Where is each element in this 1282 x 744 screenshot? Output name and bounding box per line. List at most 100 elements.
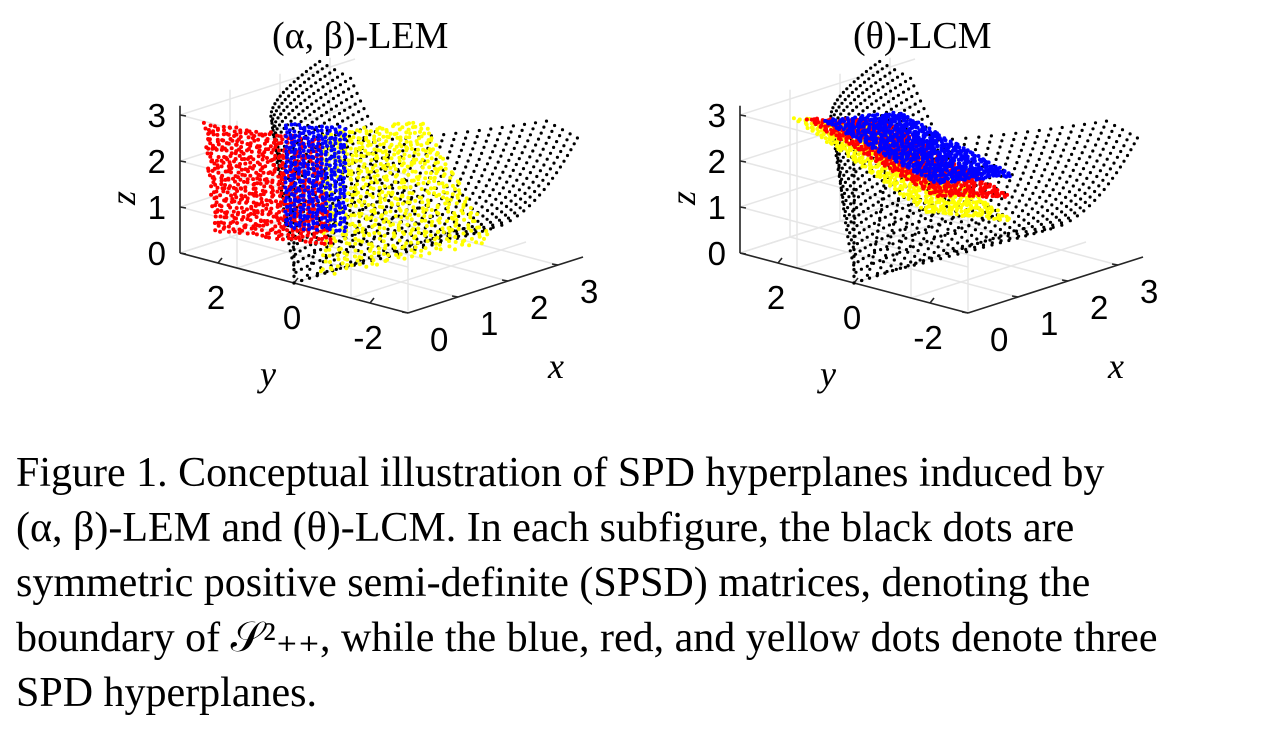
data-point [905, 221, 909, 225]
data-point [1003, 231, 1007, 235]
data-point [315, 117, 319, 121]
data-point [846, 206, 850, 210]
data-point [1074, 202, 1078, 206]
data-point [289, 122, 294, 127]
data-point [1042, 145, 1046, 149]
data-point [1064, 142, 1068, 146]
data-point [206, 166, 211, 171]
data-point [306, 149, 311, 153]
data-point [461, 193, 465, 197]
data-point [298, 193, 303, 198]
data-point [520, 151, 524, 155]
data-point [898, 266, 902, 270]
data-point [343, 127, 348, 132]
data-point [562, 144, 566, 148]
data-point [211, 132, 216, 137]
data-point [357, 219, 361, 223]
data-point [918, 242, 922, 246]
data-point [867, 253, 871, 258]
data-point [1064, 195, 1068, 199]
data-point [841, 143, 846, 148]
data-point [302, 222, 307, 227]
data-point [337, 205, 342, 210]
data-point [233, 157, 238, 161]
data-point [504, 195, 508, 199]
data-point [850, 191, 854, 195]
data-point [1007, 238, 1011, 243]
data-point [283, 123, 288, 128]
data-point [338, 142, 343, 147]
data-point [284, 189, 289, 194]
data-point [464, 165, 468, 169]
data-point [1031, 216, 1036, 220]
data-point [323, 248, 328, 253]
data-point [386, 135, 391, 140]
data-point [411, 205, 416, 210]
data-point [857, 231, 861, 235]
data-point [838, 137, 843, 142]
data-point [320, 195, 325, 200]
data-point [1088, 155, 1092, 159]
data-point [911, 211, 915, 215]
data-point [296, 175, 301, 180]
data-point [471, 147, 475, 151]
data-point [457, 188, 461, 193]
data-point [929, 122, 933, 126]
data-point [446, 205, 450, 210]
data-point [285, 87, 289, 91]
data-point [306, 222, 311, 227]
data-point [394, 131, 399, 136]
data-point [498, 132, 502, 136]
data-point [259, 228, 264, 233]
data-point [253, 190, 258, 195]
data-point [835, 140, 840, 145]
data-point [302, 188, 307, 193]
data-point [1082, 122, 1087, 126]
data-point [372, 134, 377, 139]
data-point [372, 251, 377, 256]
data-point [839, 188, 844, 192]
data-point [1107, 135, 1111, 139]
data-point [332, 151, 337, 156]
data-point [333, 127, 338, 132]
data-point [248, 160, 253, 165]
data-point [296, 76, 300, 80]
data-point [353, 102, 357, 106]
data-point [880, 237, 884, 241]
data-point [368, 192, 373, 197]
data-point [555, 140, 559, 144]
data-point [834, 154, 838, 158]
data-point [337, 200, 342, 205]
data-point [229, 170, 233, 175]
data-point [336, 155, 341, 160]
data-point [341, 180, 346, 184]
data-point [344, 241, 349, 246]
data-point [263, 164, 268, 169]
data-point [1017, 199, 1021, 203]
data-point [874, 99, 878, 103]
data-point [879, 156, 884, 161]
data-point [424, 207, 429, 212]
data-point [252, 212, 257, 217]
data-point [508, 174, 512, 178]
data-point [299, 102, 303, 106]
data-point [917, 208, 922, 212]
data-point [447, 202, 452, 207]
data-point [909, 260, 913, 264]
data-point [483, 168, 487, 172]
data-point [403, 211, 408, 216]
data-point [329, 125, 334, 130]
data-point [285, 105, 289, 109]
data-point [925, 239, 929, 243]
data-point [293, 189, 298, 194]
data-point [461, 231, 466, 236]
data-point [874, 159, 878, 164]
data-point [946, 243, 950, 247]
data-point [464, 230, 468, 234]
data-point [1108, 167, 1112, 171]
data-point [312, 109, 316, 114]
data-point [228, 184, 232, 189]
data-point [843, 180, 847, 184]
data-point [376, 211, 380, 215]
data-point [1012, 220, 1016, 224]
